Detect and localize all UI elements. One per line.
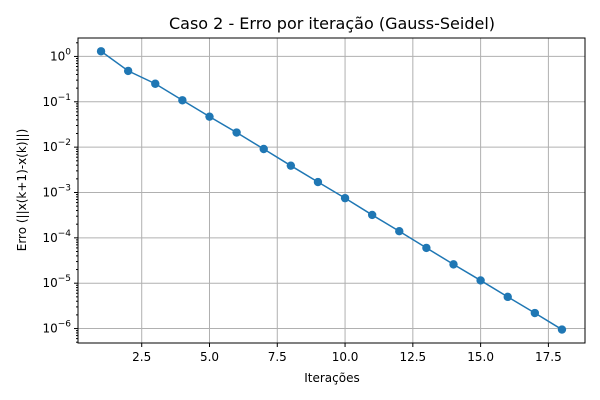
y-axis-label: Erro (||x(k+1)-x(k)||) — [15, 129, 29, 252]
x-tick-label: 2.5 — [132, 350, 151, 364]
data-point — [422, 243, 431, 253]
x-tick-label: 12.5 — [399, 350, 426, 364]
data-point — [232, 128, 241, 137]
x-axis-label: Iterações — [304, 371, 360, 385]
data-point — [476, 276, 485, 285]
data-point — [259, 144, 268, 154]
axis-ticks: 2.5 5.0 7.5 10.0 12.5 15.0 17.5 100 10−1 10−2 10−3… — [42, 42, 562, 364]
data-point — [178, 96, 187, 105]
y-tick-label: 10−6 — [42, 320, 71, 336]
y-tick-label: 100 — [50, 47, 71, 63]
x-tick-label: 15.0 — [467, 350, 494, 364]
data-point — [395, 227, 404, 236]
data-point — [503, 292, 512, 302]
data-point — [530, 308, 540, 318]
series-layer — [96, 47, 567, 334]
y-tick-label: 10−3 — [42, 183, 71, 199]
x-tick-label: 10.0 — [332, 350, 359, 364]
data-point — [205, 112, 214, 121]
data-point — [557, 325, 567, 334]
x-tick-label: 7.5 — [268, 350, 287, 364]
series-line — [100, 50, 563, 331]
data-point — [367, 210, 377, 220]
data-point — [123, 66, 133, 76]
y-tick-label: 10−2 — [42, 138, 71, 154]
grid — [78, 38, 585, 343]
data-point — [286, 161, 296, 170]
x-tick-label: 17.5 — [535, 350, 562, 364]
chart-title: Caso 2 - Erro por iteração (Gauss-Seidel… — [169, 14, 495, 33]
y-tick-label: 10−1 — [42, 93, 71, 109]
data-point — [96, 47, 106, 56]
x-tick-label: 5.0 — [200, 350, 219, 364]
plot-frame — [77, 37, 586, 344]
data-point — [313, 177, 323, 187]
data-point — [151, 79, 160, 88]
data-point — [449, 260, 458, 269]
y-tick-label: 10−4 — [42, 229, 71, 245]
y-tick-label: 10−5 — [42, 274, 71, 290]
data-point — [340, 193, 350, 203]
